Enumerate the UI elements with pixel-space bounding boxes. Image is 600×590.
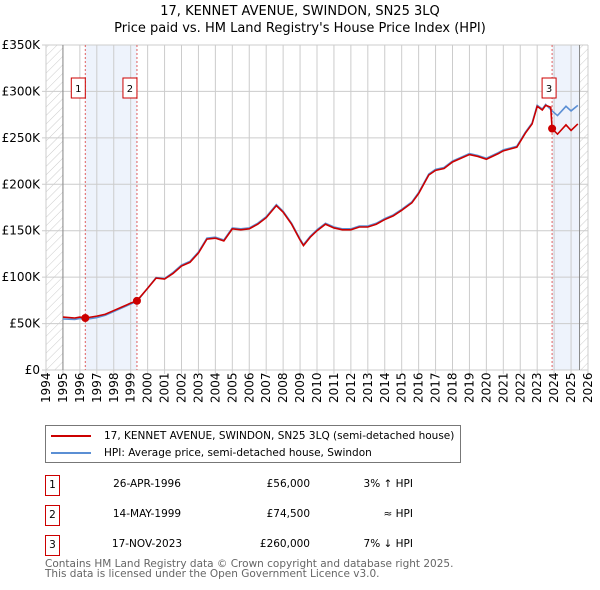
y-tick-label: £50K	[9, 317, 41, 331]
x-tick-label: 1996	[73, 372, 87, 403]
sale-label-box	[541, 77, 557, 99]
no-data-region	[46, 45, 63, 370]
x-tick-label: 2022	[513, 372, 527, 403]
no-data-region	[579, 45, 588, 370]
y-tick-label: £200K	[2, 177, 42, 191]
x-tick-label: 2025	[564, 372, 578, 403]
x-tick-label: 2023	[530, 372, 544, 403]
y-tick-label: £350K	[2, 38, 42, 52]
x-tick-label: 2000	[141, 372, 155, 403]
sale-label-box	[122, 77, 138, 99]
transaction-row: 1 26-APR-1996 £56,000 3% ↑ HPI	[45, 475, 445, 497]
hpi-line	[62, 103, 579, 321]
transaction-hpi-relation: 3% ↑ HPI	[363, 478, 413, 490]
x-tick-label: 2017	[429, 372, 443, 403]
chart-subtitle: Price paid vs. HM Land Registry's House …	[114, 21, 486, 36]
x-tick-label: 1998	[107, 372, 121, 403]
x-tick-label: 2003	[191, 372, 205, 403]
x-tick-label: 2015	[395, 372, 409, 403]
transaction-hpi-relation: 7% ↓ HPI	[363, 538, 413, 550]
transaction-number: 3	[45, 535, 60, 556]
x-tick-label: 2013	[361, 372, 375, 403]
price-chart: 1994 1995 1996 1997 1998 1999 2000 2001 2002 2003…	[2, 38, 595, 403]
y-tick-label: £100K	[2, 270, 42, 284]
transaction-number: 1	[45, 475, 60, 496]
x-tick-label: 2009	[293, 372, 307, 403]
x-tick-label: 2002	[175, 372, 189, 403]
transaction-date: 14-MAY-1999	[112, 508, 182, 520]
footer: Contains HM Land Registry data © Crown c…	[45, 558, 454, 580]
chart-title: 17, KENNET AVENUE, SWINDON, SN25 3LQ	[160, 4, 440, 19]
sale-label-box	[70, 77, 86, 99]
x-tick-label: 2014	[378, 372, 392, 403]
transaction-number: 2	[45, 505, 60, 526]
x-tick-label: 1997	[90, 372, 104, 403]
x-tick-label: 2021	[496, 372, 510, 403]
property-price-line	[62, 104, 579, 319]
x-tick-label: 2007	[259, 372, 273, 403]
x-tick-label: 1994	[39, 372, 53, 403]
x-tick-label: 2012	[344, 372, 358, 403]
transaction-price: £56,000	[266, 478, 310, 490]
transaction-date: 17-NOV-2023	[111, 538, 183, 550]
legend: 17, KENNET AVENUE, SWINDON, SN25 3LQ (se…	[45, 425, 461, 463]
transaction-hpi-relation: ≈ HPI	[383, 508, 413, 520]
ownership-period-shade	[552, 45, 580, 370]
x-tick-label: 2004	[208, 372, 222, 403]
transaction-price: £260,000	[259, 538, 310, 550]
x-tick-label: 2018	[446, 372, 460, 403]
x-tick-label: 2019	[462, 372, 476, 403]
x-tick-label: 2006	[242, 372, 256, 403]
sale-point	[132, 296, 141, 305]
property-line-swatch	[51, 435, 91, 437]
x-tick-label: 2011	[327, 372, 341, 403]
legend-label-hpi: HPI: Average price, semi-detached house,…	[104, 447, 372, 459]
x-tick-label: 2001	[158, 372, 172, 403]
transaction-row: 3 17-NOV-2023 £260,000 7% ↓ HPI	[45, 535, 445, 557]
x-tick-label: 1995	[56, 372, 70, 403]
x-tick-label: 1999	[124, 372, 138, 403]
transaction-price: £74,500	[266, 508, 310, 520]
hpi-line-swatch	[51, 452, 91, 454]
sale-point	[548, 124, 557, 133]
y-tick-label: £150K	[2, 224, 42, 238]
sale-label: 1	[75, 84, 81, 95]
footer-licence: This data is licensed under the Open Gov…	[45, 568, 380, 580]
legend-label-property: 17, KENNET AVENUE, SWINDON, SN25 3LQ (se…	[104, 430, 455, 442]
legend-item-property: 17, KENNET AVENUE, SWINDON, SN25 3LQ (se…	[46, 428, 454, 444]
y-tick-label: £300K	[2, 84, 42, 98]
x-tick-label: 2016	[412, 372, 426, 403]
transaction-row: 2 14-MAY-1999 £74,500 ≈ HPI	[45, 505, 445, 527]
x-tick-label: 2026	[581, 372, 595, 403]
transaction-date: 26-APR-1996	[113, 478, 181, 490]
x-tick-label: 2008	[276, 372, 290, 403]
sale-label: 2	[127, 84, 133, 95]
y-tick-label: £250K	[2, 131, 42, 145]
x-tick-label: 2010	[310, 372, 324, 403]
footer-copyright: Contains HM Land Registry data © Crown c…	[45, 558, 454, 570]
sale-label: 3	[546, 84, 552, 95]
legend-item-hpi: HPI: Average price, semi-detached house,…	[46, 445, 372, 461]
sale-point	[81, 314, 90, 322]
x-tick-label: 2020	[479, 372, 493, 403]
x-tick-label: 2024	[547, 372, 561, 403]
x-tick-label: 2005	[225, 372, 239, 403]
y-tick-label: £0	[25, 363, 40, 377]
